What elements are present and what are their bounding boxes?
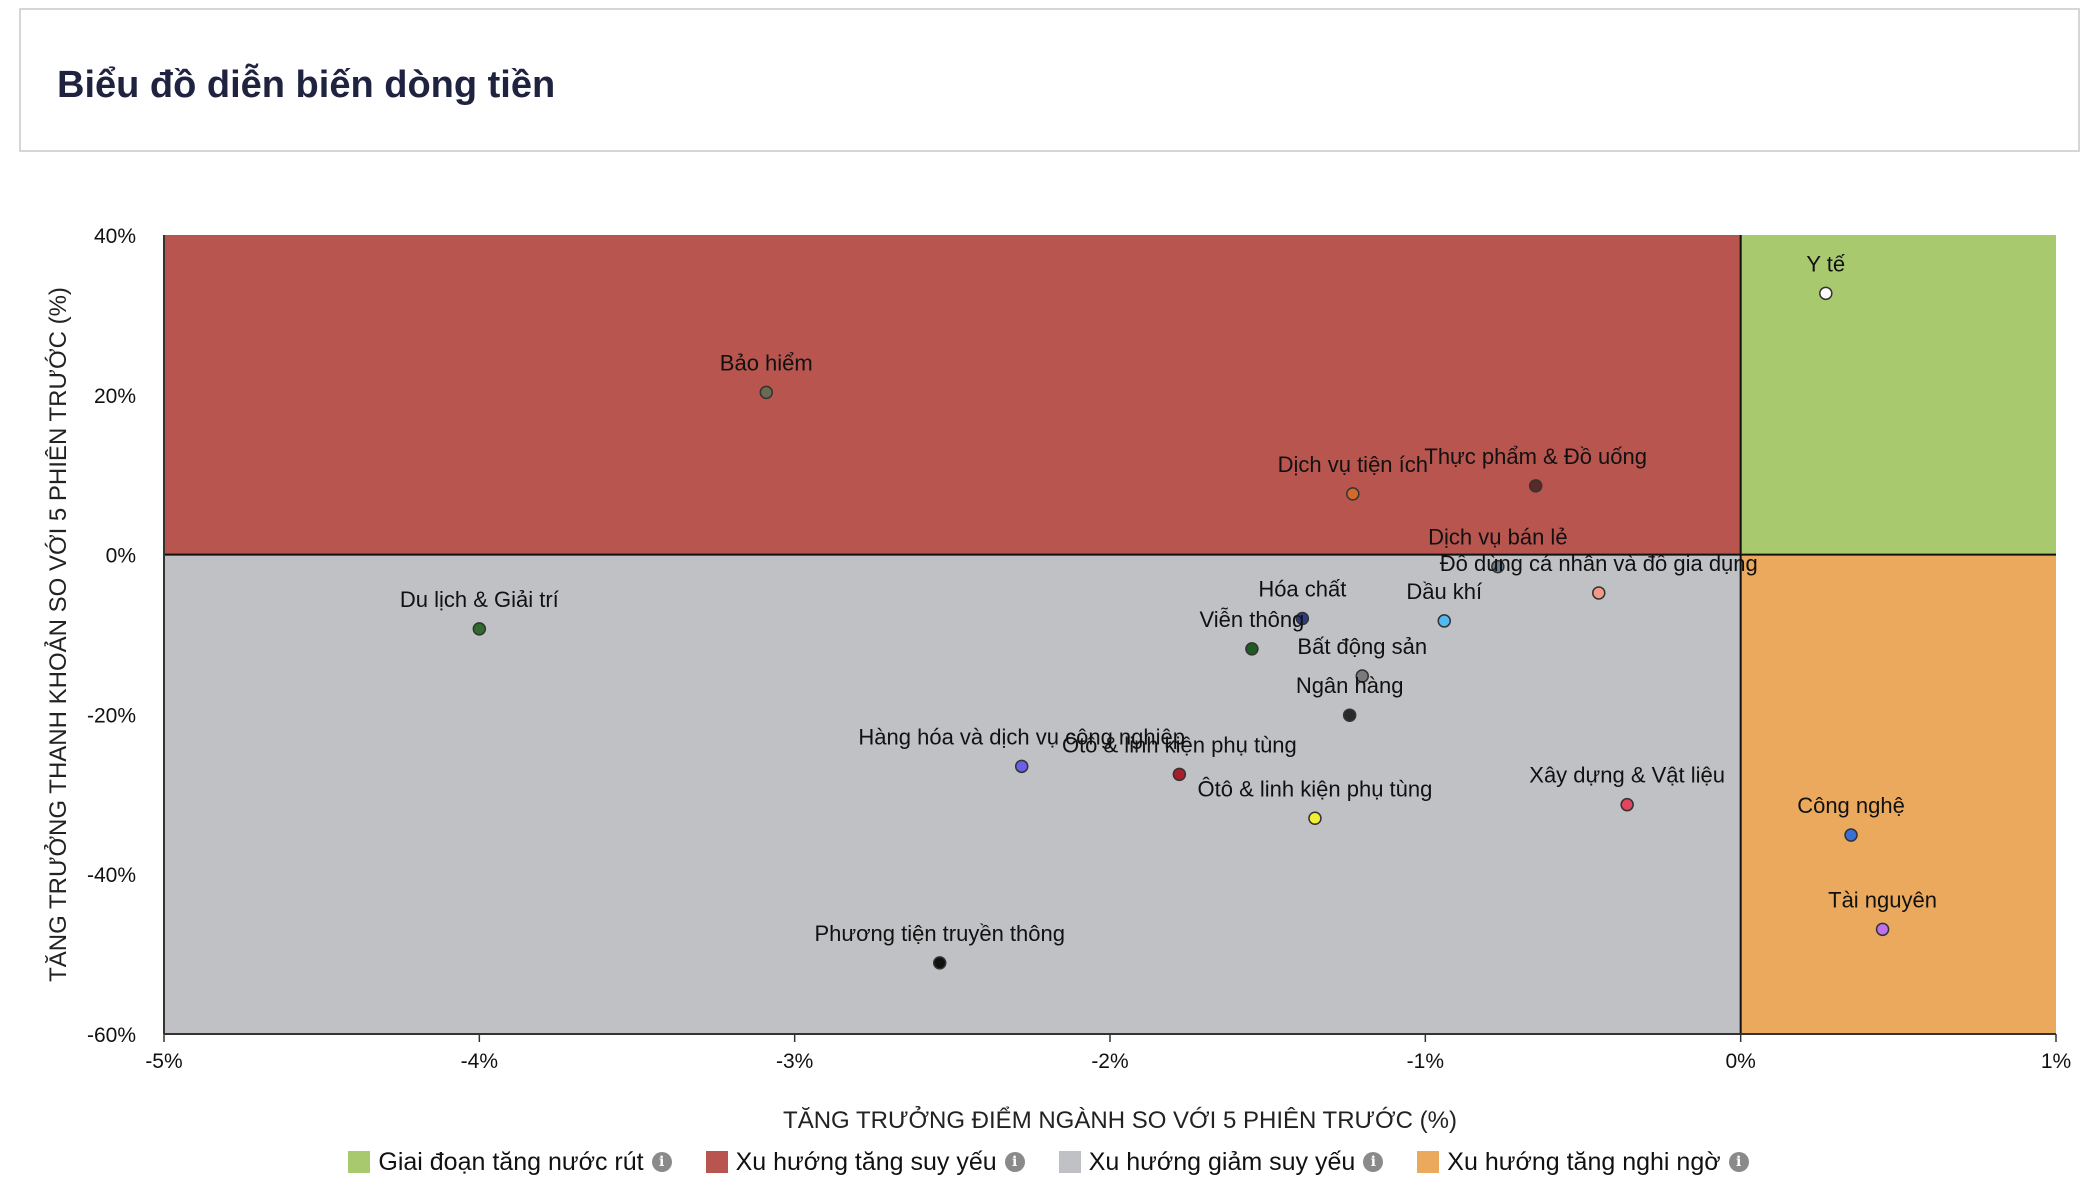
data-point-label: Dịch vụ tiện ích [1278, 452, 1428, 477]
data-point-label: Thực phẩm & Đồ uống [1424, 444, 1647, 469]
data-point [1819, 286, 1833, 301]
chart-header: Biểu đồ diễn biến dòng tiền [19, 8, 2080, 152]
y-tick-label: -40% [87, 864, 136, 887]
data-point [1342, 708, 1357, 722]
legend-swatch [1417, 1151, 1440, 1173]
data-point-label: Ngân hàng [1296, 673, 1404, 698]
y-axis-title: TĂNG TRƯỞNG THANH KHOẢN SO VỚI 5 PHIÊN T… [43, 287, 72, 982]
legend-item-doubtful-up[interactable]: Xu hướng tăng nghi ngờ i [1417, 1147, 1749, 1177]
legend-label: Xu hướng tăng nghi ngờ [1447, 1147, 1721, 1176]
data-point [1172, 767, 1187, 782]
x-tick-label: 0% [1725, 1050, 1755, 1073]
legend-swatch [1058, 1151, 1081, 1173]
x-tick-label: 1% [2041, 1050, 2071, 1073]
quadrant-region [164, 235, 1741, 555]
x-axis-title: TĂNG TRƯỞNG ĐIỂM NGÀNH SO VỚI 5 PHIÊN TR… [783, 1105, 1457, 1134]
y-tick-label: 40% [94, 225, 136, 248]
quadrant-region [1740, 554, 2056, 1034]
info-icon[interactable]: i [1363, 1152, 1384, 1172]
data-point-label: Hàng hóa và dịch vụ công nghiệp [858, 724, 1185, 749]
legend-label: Giai đoạn tăng nước rút [378, 1147, 644, 1176]
data-point [1491, 559, 1505, 574]
data-point-label: Dịch vụ bán lẻ [1428, 525, 1567, 550]
x-tick-label: -2% [1091, 1050, 1128, 1073]
page-title: Biểu đồ diễn biến dòng tiền [57, 64, 556, 106]
legend-item-weakening-up[interactable]: Xu hướng tăng suy yếu i [705, 1147, 1025, 1177]
x-tick-label: -1% [1407, 1050, 1444, 1073]
x-tick-label: -4% [461, 1050, 498, 1073]
legend: Giai đoạn tăng nước rút i Xu hướng tăng … [0, 1147, 2097, 1177]
legend-label: Xu hướng tăng suy yếu [735, 1147, 997, 1176]
data-point-label: Viễn thông [1199, 607, 1304, 632]
data-point-label: Tài nguyên [1828, 887, 1937, 912]
info-icon[interactable]: i [1004, 1152, 1025, 1172]
legend-swatch [348, 1151, 371, 1173]
data-point-label: Công nghệ [1797, 793, 1905, 818]
data-point-label: Đồ dùng cá nhân và đồ gia dụng [1440, 551, 1758, 576]
data-point [1875, 922, 1890, 937]
x-tick-label: -5% [145, 1050, 182, 1073]
x-tick-label: -3% [776, 1050, 813, 1073]
info-icon[interactable]: i [1728, 1152, 1749, 1172]
data-point [472, 622, 487, 636]
legend-label: Xu hướng giảm suy yếu [1088, 1147, 1356, 1176]
data-point-label: Hóa chất [1258, 577, 1346, 602]
data-point [1528, 479, 1543, 493]
data-point-label: Y tế [1806, 251, 1845, 276]
data-point-label: Phương tiện truyền thông [814, 921, 1065, 946]
data-point [1437, 614, 1452, 628]
y-tick-label: -20% [87, 704, 136, 727]
data-point-label: Dầu khí [1406, 579, 1482, 604]
data-point [759, 385, 774, 400]
data-point [1014, 759, 1029, 774]
data-point-label: Ôtô & linh kiện phụ tùng [1062, 732, 1297, 757]
data-point [1295, 611, 1310, 626]
data-point-label: Xây dựng & Vật liệu [1529, 763, 1725, 788]
data-point-label: Ôtô & linh kiện phụ tùng [1198, 776, 1433, 801]
scatter-chart: -5% -4% -3% -2% -1% 0% 1% 40% 20% 0% -20% -40% -60% T… [43, 225, 2071, 1134]
info-icon[interactable]: i [651, 1152, 672, 1172]
data-point [1346, 487, 1360, 501]
quadrant-region [164, 554, 1741, 1034]
data-point [1355, 669, 1370, 683]
y-tick-label: -60% [87, 1024, 136, 1047]
data-point [1245, 642, 1259, 656]
y-tick-label: 0% [106, 545, 136, 568]
quadrant-region [1740, 235, 2056, 555]
data-point [932, 956, 947, 970]
legend-swatch [705, 1151, 728, 1173]
y-tick-label: 20% [94, 385, 136, 408]
data-point-label: Bất động sản [1297, 634, 1427, 659]
data-point-label: Du lịch & Giải trí [400, 587, 559, 612]
data-point [1592, 586, 1606, 600]
data-point-label: Bảo hiểm [720, 350, 813, 375]
data-point [1620, 797, 1634, 812]
data-point [1308, 811, 1322, 826]
data-point [1844, 828, 1858, 842]
legend-item-weakening-down[interactable]: Xu hướng giảm suy yếu i [1058, 1147, 1384, 1177]
legend-item-sprint[interactable]: Giai đoạn tăng nước rút i [348, 1147, 672, 1177]
